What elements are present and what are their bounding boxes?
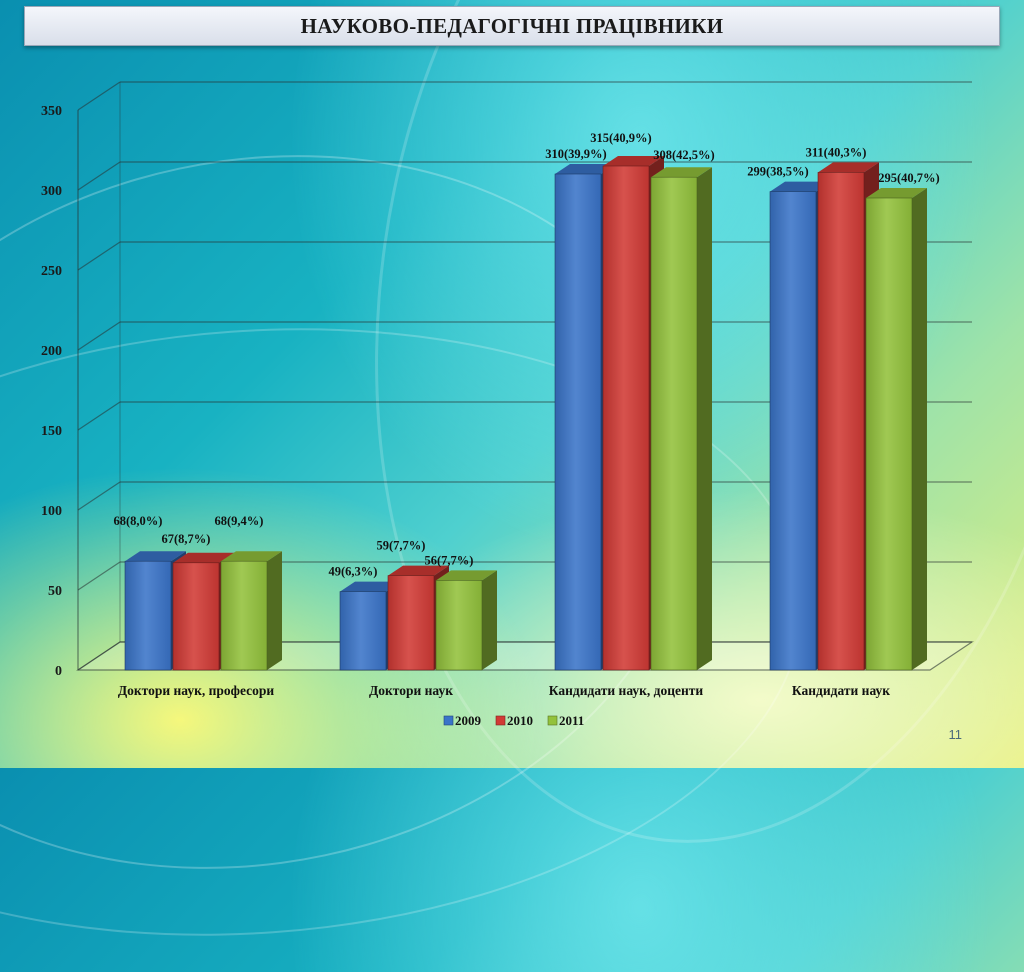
gridline-depth xyxy=(77,81,121,111)
gridline-depth xyxy=(77,481,121,511)
legend-swatch xyxy=(547,715,558,726)
bar-top xyxy=(340,581,401,592)
gridline-depth xyxy=(77,161,121,191)
bar-front xyxy=(435,580,483,671)
y-tick-label: 300 xyxy=(41,184,62,199)
data-label: 311(40,3%) xyxy=(806,145,867,159)
data-label: 68(9,4%) xyxy=(215,514,264,528)
bar-front xyxy=(554,173,602,671)
bar-top xyxy=(125,551,186,562)
category-label: Кандидати наук xyxy=(792,683,890,698)
page-title: НАУКОВО-ПЕДАГОГІЧНІ ПРАЦІВНИКИ xyxy=(300,13,724,38)
bar-top xyxy=(221,551,282,562)
gridline-depth xyxy=(77,561,121,591)
data-label: 59(7,7%) xyxy=(377,539,426,553)
legend-swatch xyxy=(443,715,454,726)
bar-2011 xyxy=(650,167,712,671)
bar-top xyxy=(388,565,449,576)
bar-front xyxy=(602,165,650,671)
bar-2011 xyxy=(435,570,497,671)
bar-front xyxy=(124,560,172,671)
bar-front xyxy=(172,562,220,671)
gridline-depth xyxy=(77,401,121,431)
category-label: Кандидати наук, доценти xyxy=(549,683,704,698)
bar-side xyxy=(482,570,497,670)
bar-front xyxy=(220,560,268,671)
bar-front xyxy=(650,176,698,671)
y-tick-label: 0 xyxy=(55,664,62,679)
y-tick-label: 100 xyxy=(41,504,62,519)
legend-label: 2009 xyxy=(455,713,482,728)
bar-top xyxy=(555,164,616,174)
legend: 2009 2010 2011 xyxy=(443,713,584,728)
data-label: 295(40,7%) xyxy=(878,171,939,185)
bar-front xyxy=(339,591,387,671)
gridline-depth xyxy=(77,321,121,351)
category-label: Доктори наук xyxy=(369,683,453,698)
title-bar: НАУКОВО-ПЕДАГОГІЧНІ ПРАЦІВНИКИ xyxy=(24,6,1000,46)
bar-top xyxy=(603,156,664,166)
bar-front xyxy=(865,197,913,671)
category-label: Доктори наук, професори xyxy=(118,683,275,698)
data-label: 68(8,0%) xyxy=(114,514,163,528)
bar-2011 xyxy=(865,188,927,671)
bar-top xyxy=(173,552,234,563)
bar-front xyxy=(387,575,435,671)
data-label: 315(40,9%) xyxy=(590,131,651,145)
y-tick-label: 350 xyxy=(41,104,62,119)
bar-top xyxy=(770,181,831,192)
y-tick-label: 200 xyxy=(41,344,62,359)
bar-front xyxy=(769,191,817,671)
data-label: 310(39,9%) xyxy=(545,147,606,161)
bar-top xyxy=(436,570,497,581)
bar-2011 xyxy=(220,551,282,671)
slide-number: 11 xyxy=(948,727,963,742)
bar-top xyxy=(866,188,927,198)
y-tick-label: 150 xyxy=(41,424,62,439)
data-label: 56(7,7%) xyxy=(425,553,474,567)
bar-top xyxy=(651,167,712,178)
y-tick-label: 250 xyxy=(41,264,62,279)
data-label: 299(38,5%) xyxy=(747,165,808,179)
bar-side xyxy=(267,551,282,670)
bar-chart: 0 50 100 150 200 250 300 350 68(8,0%) 67(8,7%) 68(… xyxy=(41,81,974,728)
bar-front xyxy=(817,172,865,671)
y-tick-label: 50 xyxy=(48,584,62,599)
bar-top xyxy=(818,162,879,173)
legend-label: 2010 xyxy=(507,713,533,728)
legend-swatch xyxy=(495,715,506,726)
bar-side xyxy=(697,167,712,670)
data-label: 308(42,5%) xyxy=(653,148,714,162)
gridline-depth xyxy=(77,241,121,271)
data-label: 67(8,7%) xyxy=(162,532,211,546)
legend-label: 2011 xyxy=(559,713,584,728)
data-label: 49(6,3%) xyxy=(329,565,378,579)
bar-side xyxy=(912,188,927,670)
